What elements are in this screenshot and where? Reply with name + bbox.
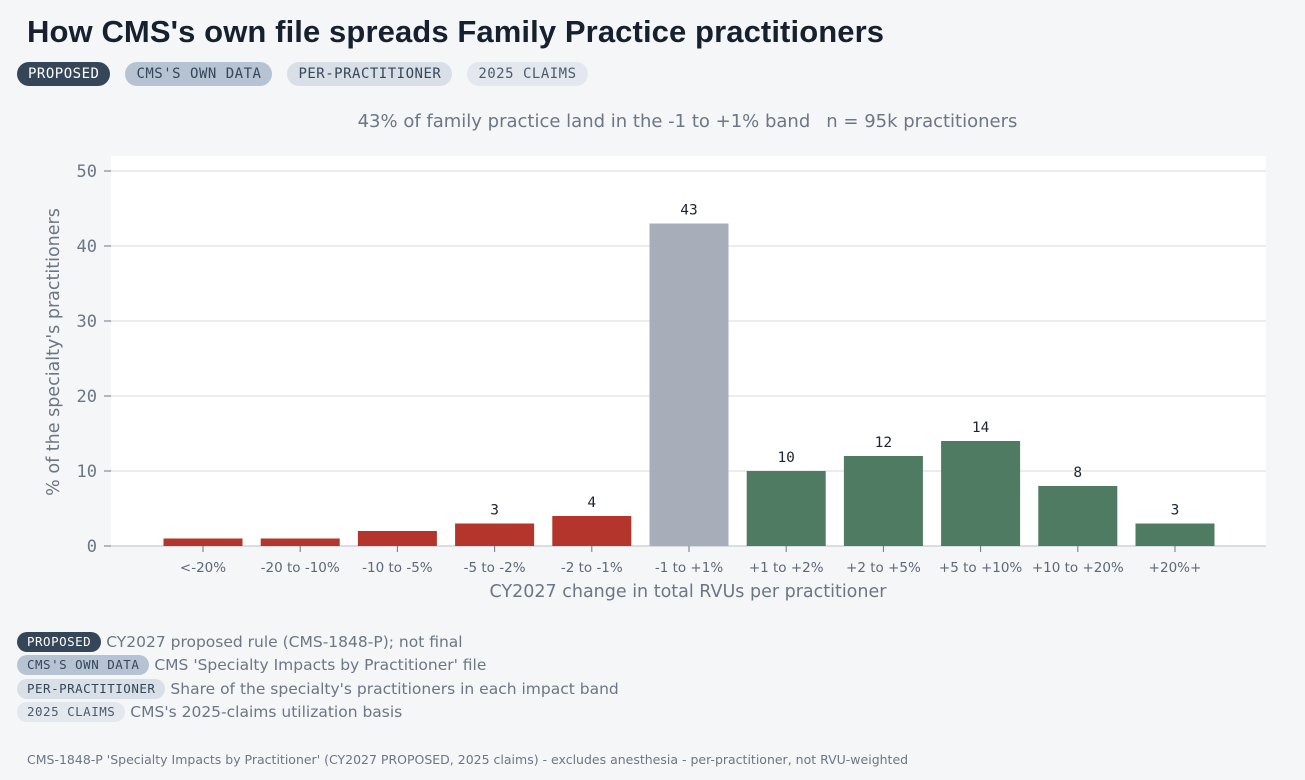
- tag-row: PROPOSED CMS'S OWN DATA PER-PRACTITIONER…: [17, 62, 588, 86]
- data-label: 3: [490, 503, 499, 519]
- bar: [163, 538, 243, 546]
- data-label: 43: [680, 203, 697, 219]
- x-tick-label: -20 to -10%: [261, 560, 340, 576]
- legend-text-cms-own-data: CMS 'Specialty Impacts by Practitioner' …: [154, 656, 487, 675]
- data-label: 4: [587, 495, 596, 511]
- legend-tag-proposed: PROPOSED: [17, 631, 102, 652]
- x-tick-label: -2 to -1%: [561, 560, 623, 576]
- data-label: 12: [875, 435, 892, 451]
- legend: PROPOSED CY2027 proposed rule (CMS-1848-…: [17, 630, 619, 724]
- subtitle-main: 43% of family practice land in the -1 to…: [357, 111, 811, 132]
- bar: [941, 441, 1021, 546]
- subtitle-n: n = 95k practitioners: [826, 111, 1018, 132]
- x-tick-label: +2 to +5%: [846, 560, 921, 576]
- x-tick-label: <-20%: [180, 560, 226, 576]
- bar: [649, 223, 729, 546]
- legend-row-2025-claims: 2025 CLAIMS CMS's 2025-claims utilizatio…: [17, 701, 619, 725]
- bar: [455, 523, 535, 546]
- x-tick-label: +1 to +2%: [749, 560, 824, 576]
- legend-tag-2025-claims: 2025 CLAIMS: [17, 702, 126, 723]
- chart-subtitle: 43% of family practice land in the -1 to…: [0, 111, 1305, 132]
- data-label: 14: [972, 420, 990, 436]
- bar: [746, 471, 826, 546]
- x-tick-label: -1 to +1%: [655, 560, 723, 576]
- tag-2025-claims: 2025 CLAIMS: [467, 62, 588, 86]
- y-tick-label: 40: [77, 237, 97, 257]
- bar: [260, 538, 340, 546]
- tag-cms-own-data: CMS'S OWN DATA: [125, 62, 273, 86]
- y-axis-title: % of the specialty's practitioners: [44, 208, 64, 496]
- tag-proposed: PROPOSED: [17, 62, 111, 86]
- x-axis-title: CY2027 change in total RVUs per practiti…: [490, 582, 888, 602]
- data-label: 3: [1171, 503, 1180, 519]
- y-tick-label: 30: [77, 312, 97, 332]
- legend-tag-cms-own-data: CMS'S OWN DATA: [17, 655, 150, 676]
- legend-text-2025-claims: CMS's 2025-claims utilization basis: [130, 703, 403, 722]
- tag-per-practitioner: PER-PRACTITIONER: [287, 62, 453, 86]
- legend-row-per-practitioner: PER-PRACTITIONER Share of the specialty'…: [17, 677, 619, 701]
- bar: [1038, 486, 1118, 546]
- x-tick-label: -10 to -5%: [362, 560, 433, 576]
- x-tick-label: +5 to +10%: [939, 560, 1023, 576]
- y-tick-label: 50: [77, 162, 97, 182]
- y-tick-label: 0: [87, 537, 97, 557]
- bar: [1135, 523, 1215, 546]
- legend-row-proposed: PROPOSED CY2027 proposed rule (CMS-1848-…: [17, 630, 619, 654]
- data-label: 8: [1073, 465, 1082, 481]
- bar-chart: 0 10 20 30 40 50 <-20% -20 to -10% -10 to -5% -5 …: [44, 156, 1266, 602]
- y-tick-label: 20: [77, 387, 97, 407]
- x-tick-label: +10 to +20%: [1032, 560, 1124, 576]
- legend-row-cms-own-data: CMS'S OWN DATA CMS 'Specialty Impacts by…: [17, 654, 619, 678]
- bar: [552, 516, 632, 546]
- x-tick-label: +20%+: [1149, 560, 1202, 576]
- bar: [843, 456, 923, 546]
- y-tick-label: 10: [77, 462, 97, 482]
- data-label: 10: [777, 450, 794, 466]
- chart-title: How CMS's own file spreads Family Practi…: [27, 14, 885, 49]
- legend-text-per-practitioner: Share of the specialty's practitioners i…: [170, 679, 619, 698]
- legend-tag-per-practitioner: PER-PRACTITIONER: [17, 678, 166, 699]
- x-tick-label: -5 to -2%: [464, 560, 526, 576]
- legend-text-proposed: CY2027 proposed rule (CMS-1848-P); not f…: [106, 632, 463, 651]
- bar: [357, 531, 437, 546]
- source-footnote: CMS-1848-P 'Specialty Impacts by Practit…: [27, 752, 909, 767]
